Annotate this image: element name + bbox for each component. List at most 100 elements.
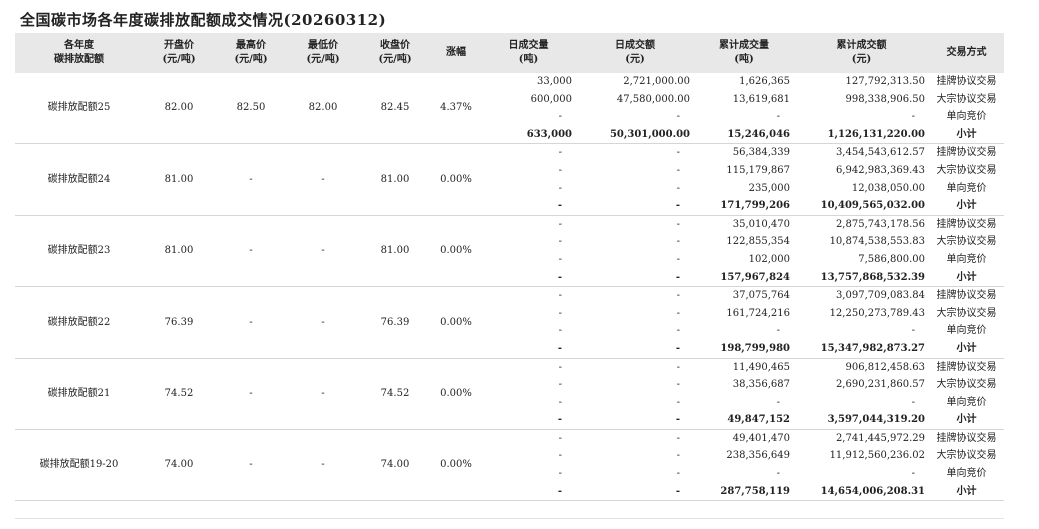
cell-day-volume: -	[558, 379, 562, 391]
cell-day-volume: -	[558, 361, 562, 373]
cell-cum-amount: -	[911, 396, 915, 408]
header-high: 最高价 (元/吨)	[215, 33, 287, 73]
cell-day-volume: -	[558, 307, 562, 319]
cell-cum-amount: 10,409,565,032.00	[794, 197, 929, 216]
cell-day-amount: -	[676, 182, 680, 194]
cell-cum-volume: 287,758,119	[694, 482, 794, 502]
cell-method: 大宗协议交易	[936, 93, 997, 105]
cell-method: 单向竞价	[946, 396, 987, 408]
cell-cum-amount: 3,097,709,083.84	[835, 290, 925, 302]
cell-high: -	[215, 286, 287, 359]
cell-cum-amount: 15,347,982,873.27	[794, 339, 929, 359]
cell-day-volume: -	[558, 253, 562, 265]
cell-cum-volume: -	[776, 111, 780, 123]
cell-cum-volume: 198,799,980	[694, 339, 794, 359]
cell-cum-volume: 35,010,470	[732, 218, 790, 230]
cell-method: 单向竞价	[946, 182, 987, 194]
cell-low: -	[287, 215, 359, 288]
cell-cum-amount: 6,942,983,369.43	[835, 164, 925, 176]
cell-day-amount: -	[576, 411, 694, 430]
cell-day-volume: 633,000	[481, 125, 576, 145]
cell-day-amount: -	[676, 164, 680, 176]
table-row: - - 115,179,867 6,942,983,369.43 大宗协议交易	[15, 162, 1004, 180]
cell-method: 小计	[929, 197, 1004, 216]
cell-day-amount: -	[676, 396, 680, 408]
cell-open: 82.00	[143, 73, 215, 145]
table-row: - -171,799,206 10,409,565,032.00 小计	[15, 197, 1004, 216]
cell-method: 大宗协议交易	[936, 450, 997, 462]
cell-low: -	[287, 286, 359, 359]
table-row: - -198,799,980 15,347,982,873.27 小计	[15, 339, 1004, 359]
table-row: 碳排放配额24 81.00- -81.00 0.00% - -56,384,339 3,45…	[15, 143, 1004, 216]
cell-day-amount: -	[676, 361, 680, 373]
table-row: - - 122,855,354 10,874,538,553.83 大宗协议交易	[15, 233, 1004, 251]
cell-day-amount: -	[676, 236, 680, 248]
cell-open: 76.39	[143, 286, 215, 359]
cell-method: 小计	[929, 339, 1004, 359]
cell-cum-amount: 7,586,800.00	[858, 253, 925, 265]
cell-close: 74.00	[359, 429, 431, 502]
cell-method: 单向竞价	[946, 468, 987, 480]
table-row: 600,000 47,580,000.00 13,619,681 998,338,90…	[15, 91, 1004, 109]
cell-cum-volume: 235,000	[748, 182, 790, 194]
cell-cum-volume: 1,626,365	[739, 76, 790, 87]
cell-cum-amount: 1,126,131,220.00	[794, 125, 929, 145]
cell-cum-volume: -	[776, 325, 780, 337]
cell-cum-volume: -	[776, 468, 780, 480]
cell-cum-amount: 2,741,445,972.29	[835, 432, 925, 444]
cell-day-volume: -	[558, 236, 562, 248]
cell-day-amount: 50,301,000.00	[576, 125, 694, 145]
cell-day-amount: -	[676, 450, 680, 462]
cell-method: 单向竞价	[946, 111, 987, 123]
cell-method: 挂牌协议交易	[936, 361, 997, 373]
table-row: - - - - 单向竞价	[15, 322, 1004, 340]
cell-open: 81.00	[143, 215, 215, 288]
header-open: 开盘价 (元/吨)	[143, 33, 215, 73]
cell-change: 0.00%	[431, 286, 481, 359]
cell-day-amount: 47,580,000.00	[616, 93, 690, 105]
cell-low: -	[287, 143, 359, 216]
cell-year: 碳排放配额25	[15, 73, 143, 145]
cell-close: 81.00	[359, 143, 431, 216]
table-row: 碳排放配额25 82.00 82.50 82.00 82.45 4.37% 33,000 2,…	[15, 73, 1004, 145]
cell-year: 碳排放配额23	[15, 215, 143, 288]
cell-year: 碳排放配额24	[15, 143, 143, 216]
cell-high: 82.50	[215, 73, 287, 145]
cell-cum-amount: 3,597,044,319.20	[794, 411, 929, 430]
cell-method: 小计	[929, 125, 1004, 145]
cell-day-amount: -	[676, 307, 680, 319]
cell-change: 0.00%	[431, 215, 481, 288]
cell-day-volume: -	[558, 450, 562, 462]
cell-cum-volume: 13,619,681	[732, 93, 790, 105]
cell-cum-volume: 102,000	[748, 253, 790, 265]
cell-low: -	[287, 358, 359, 430]
cell-cum-amount: 906,812,458.63	[845, 361, 925, 373]
cell-day-amount: -	[576, 268, 694, 288]
cell-cum-amount: 11,912,560,236.02	[829, 450, 925, 462]
header-row: 各年度 碳排放配额 开盘价 (元/吨) 最高价 (元/吨) 最低价 (元/吨) 收盘价(…	[15, 33, 1004, 73]
cell-cum-amount: 2,875,743,178.56	[835, 218, 925, 230]
cell-cum-volume: 161,724,216	[726, 307, 790, 319]
cell-method: 挂牌协议交易	[936, 147, 997, 159]
cell-year: 碳排放配额22	[15, 286, 143, 359]
cell-day-amount: -	[676, 468, 680, 480]
header-low: 最低价 (元/吨)	[287, 33, 359, 73]
cell-high: -	[215, 358, 287, 430]
cell-cum-amount: 13,757,868,532.39	[794, 268, 929, 288]
cell-cum-amount: -	[911, 325, 915, 337]
cell-method: 小计	[929, 482, 1004, 502]
cell-day-volume: -	[558, 432, 562, 444]
cell-day-volume: -	[558, 182, 562, 194]
table-row: - - - - 单向竞价	[15, 394, 1004, 412]
header-cum-volume: 累计成交量 (吨)	[694, 33, 794, 73]
table-row: - - 161,724,216 12,250,273,789.43 大宗协议交易	[15, 305, 1004, 323]
cell-high: -	[215, 429, 287, 502]
cell-day-volume: 33,000	[537, 76, 572, 87]
header-day-amount: 日成交额 (元)	[576, 33, 694, 73]
cell-low: 82.00	[287, 73, 359, 145]
cell-day-amount: -	[676, 111, 680, 123]
cell-day-amount: -	[676, 253, 680, 265]
cell-cum-amount: -	[911, 468, 915, 480]
table-row: - - - - 单向竞价	[15, 108, 1004, 126]
cell-day-amount: -	[576, 482, 694, 502]
